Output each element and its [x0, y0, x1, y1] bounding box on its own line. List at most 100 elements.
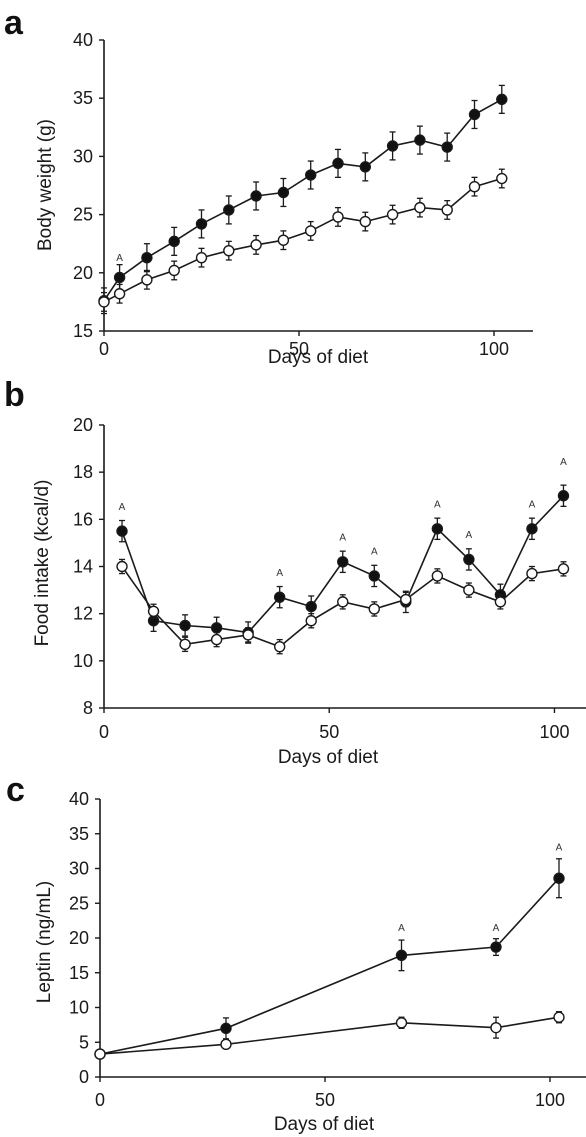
c-significance-label: A — [398, 923, 405, 934]
a-point-open — [113, 288, 126, 300]
panel-c-marks: A A A — [94, 842, 565, 1060]
b-point-filled — [273, 591, 286, 603]
c-point-filled — [220, 1022, 232, 1035]
c-y-tick-label: 35 — [69, 824, 89, 844]
b-x-tick-label: 0 — [99, 722, 109, 742]
a-point-filled — [250, 190, 262, 202]
panel-c-axes: 0 5 10 15 20 25 30 35 40 0 50 100 — [69, 789, 586, 1110]
c-y-tick-label: 0 — [79, 1067, 89, 1087]
c-series-open-line — [99, 1016, 560, 1055]
panel-b-xlabel: Days of diet — [278, 747, 379, 768]
panel-b-marks: A A A A A A A A — [116, 457, 570, 655]
b-point-filled — [463, 553, 475, 566]
a-point-open — [223, 244, 235, 257]
panel-b-axes: 8 10 12 14 16 18 20 0 50 100 — [73, 415, 586, 742]
a-point-filled — [414, 134, 426, 146]
a-point-open — [359, 215, 371, 228]
a-point-open — [386, 208, 399, 221]
b-point-open — [400, 593, 412, 606]
a-point-filled — [305, 169, 317, 181]
panel-b: b 8 10 12 14 16 18 20 0 50 100 A A A A A A A A Days of d… — [4, 376, 586, 768]
panel-a-axes: 15 20 25 30 35 40 0 50 100 — [73, 30, 533, 359]
a-point-filled — [223, 204, 235, 216]
c-y-tick-label: 25 — [69, 893, 89, 913]
a-point-open — [332, 211, 344, 223]
b-point-open — [557, 563, 570, 575]
a-point-filled — [113, 271, 126, 284]
a-x-tick-label: 100 — [479, 339, 509, 359]
b-y-tick-label: 14 — [73, 557, 93, 577]
b-point-open — [494, 596, 507, 608]
b-point-open — [210, 633, 223, 646]
panel-a-marks: A — [98, 84, 508, 315]
c-point-open — [395, 1017, 408, 1029]
b-point-filled — [431, 523, 444, 535]
c-x-tick-label: 100 — [535, 1090, 565, 1110]
c-y-tick-label: 30 — [69, 859, 89, 879]
a-point-filled — [277, 186, 290, 199]
c-x-tick-label: 0 — [95, 1090, 105, 1110]
a-y-tick-label: 35 — [73, 88, 93, 108]
a-point-filled — [441, 141, 453, 153]
a-series-filled-line — [103, 98, 503, 302]
a-point-open — [141, 274, 153, 286]
b-y-tick-label: 10 — [73, 651, 93, 671]
b-point-open — [337, 596, 349, 608]
panel-a-ylabel: Body weight (g) — [35, 119, 56, 251]
a-series-open-line — [103, 177, 503, 303]
panel-a: a 15 20 25 30 35 40 0 50 100 A Days of diet Body… — [4, 4, 533, 368]
c-y-tick-label: 20 — [69, 928, 89, 948]
b-significance-label: A — [339, 533, 346, 544]
a-y-tick-label: 20 — [73, 263, 93, 283]
a-point-open — [496, 172, 508, 185]
panel-letter-c: c — [6, 771, 25, 809]
b-significance-label: A — [560, 457, 567, 468]
b-x-tick-label: 100 — [539, 722, 569, 742]
a-y-tick-label: 40 — [73, 30, 93, 50]
c-point-open — [220, 1038, 232, 1051]
b-point-filled — [337, 556, 349, 568]
b-significance-label: A — [119, 502, 126, 513]
b-significance-label: A — [276, 568, 283, 579]
b-significance-label: A — [529, 500, 536, 511]
panel-b-ylabel: Food intake (kcal/d) — [32, 480, 53, 647]
a-point-filled — [141, 251, 153, 264]
c-point-filled — [395, 949, 408, 962]
c-y-tick-label: 40 — [69, 789, 89, 809]
a-y-tick-label: 30 — [73, 146, 93, 166]
panel-c-xlabel: Days of diet — [274, 1114, 375, 1135]
b-point-filled — [557, 490, 570, 502]
a-point-open — [98, 296, 110, 308]
b-point-filled — [305, 600, 317, 613]
a-significance-label: A — [116, 253, 123, 264]
panel-letter-b: b — [4, 376, 25, 414]
c-y-tick-label: 5 — [79, 1032, 89, 1052]
c-significance-label: A — [493, 923, 500, 934]
a-point-open — [250, 239, 262, 251]
b-point-open — [179, 638, 191, 651]
a-y-tick-label: 25 — [73, 205, 93, 225]
c-y-tick-label: 15 — [69, 963, 89, 983]
a-point-filled — [496, 93, 508, 106]
panel-c-ylabel: Leptin (ng/mL) — [34, 881, 55, 1004]
b-point-open — [242, 629, 254, 641]
panel-c: c 0 5 10 15 20 25 30 35 40 0 50 100 A A A Days of die… — [6, 771, 586, 1135]
a-x-tick-label: 0 — [99, 339, 109, 359]
b-point-open — [463, 584, 475, 596]
b-significance-label: A — [371, 547, 378, 558]
c-point-filled — [553, 872, 565, 884]
a-point-open — [168, 264, 180, 277]
b-point-open — [526, 567, 538, 580]
b-significance-label: A — [434, 500, 441, 511]
b-point-open — [368, 603, 380, 615]
a-point-filled — [332, 157, 344, 170]
a-point-open — [195, 251, 208, 264]
c-y-tick-label: 10 — [69, 998, 89, 1018]
b-y-tick-label: 18 — [73, 462, 93, 482]
b-y-tick-label: 16 — [73, 509, 93, 529]
b-point-filled — [179, 619, 191, 632]
b-point-filled — [210, 622, 223, 634]
c-point-open — [553, 1011, 565, 1023]
b-y-tick-label: 12 — [73, 604, 93, 624]
